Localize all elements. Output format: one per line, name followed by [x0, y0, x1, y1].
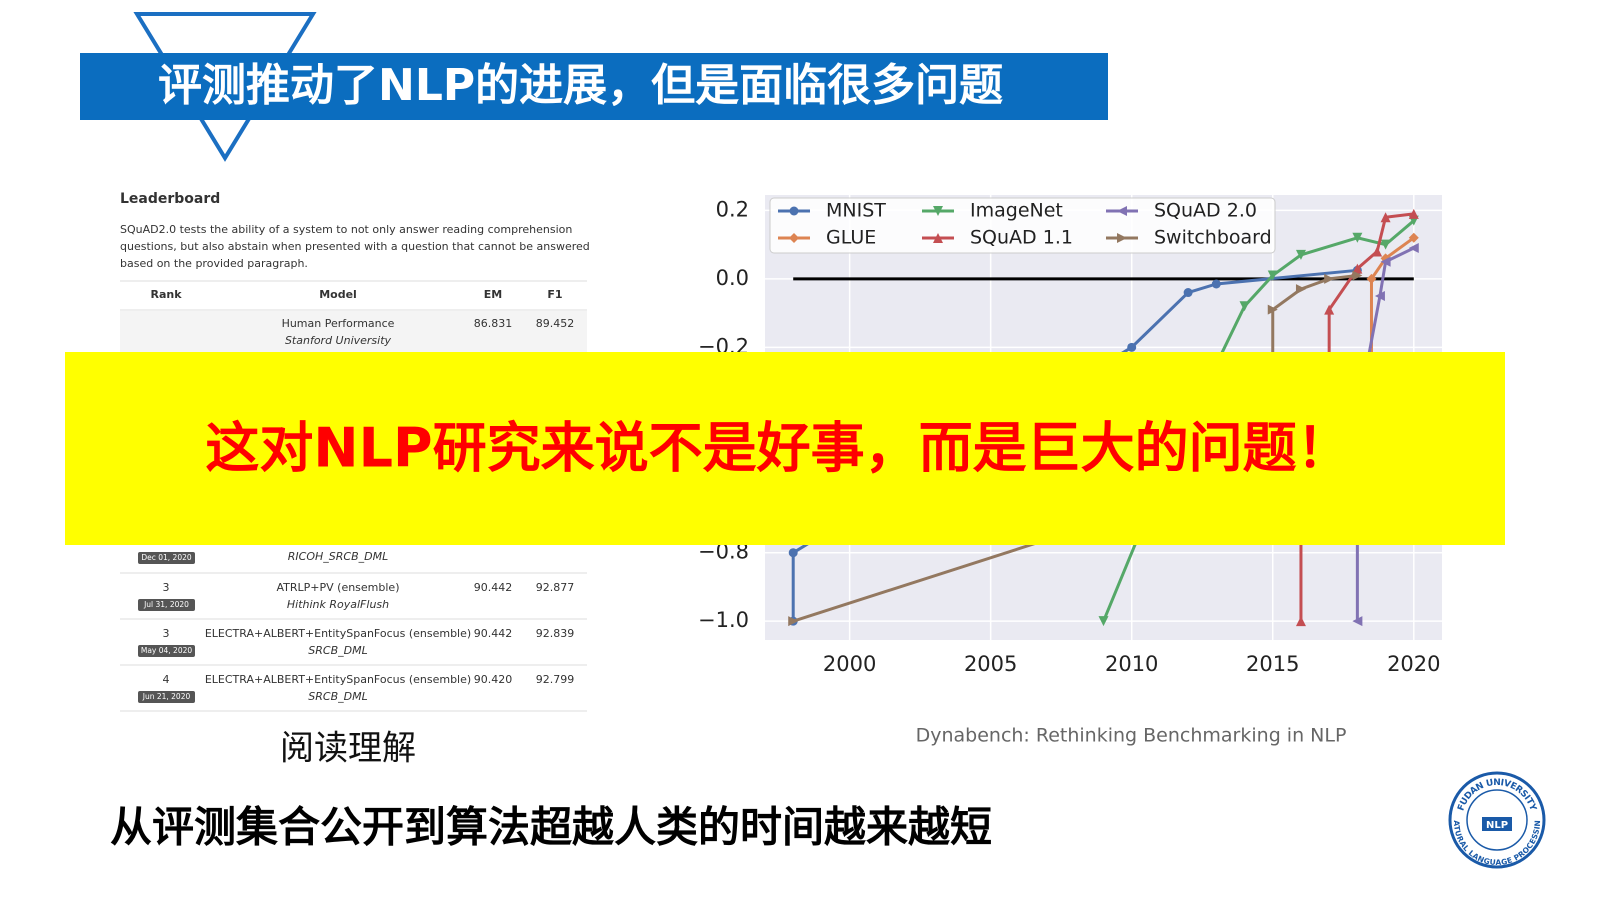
legend-label: SQuAD 2.0 [1154, 200, 1257, 222]
date-badge [138, 645, 195, 657]
lb-col-header: F1 [547, 288, 562, 301]
point [1239, 301, 1250, 312]
point [1408, 232, 1419, 243]
leaderboard: Leaderboard SQuAD2.0 tests the ability of… [120, 191, 590, 712]
source: Dynabench: Rethinking Benchmarking in NL… [916, 725, 1347, 747]
point [1211, 279, 1221, 289]
lb-em: 90.420 [474, 673, 513, 686]
legend-label: MNIST [826, 200, 886, 222]
point [1352, 270, 1363, 281]
legend-label: Switchboard [1154, 227, 1272, 249]
date-text: May 04, 2020 [141, 646, 193, 655]
date-text: Jun 21, 2020 [142, 692, 191, 701]
y-tick-label: 0.0 [716, 266, 749, 290]
point [1352, 263, 1363, 274]
lb-org: SRCB_DML [308, 690, 367, 703]
point [1295, 616, 1306, 627]
date-badge [138, 691, 195, 703]
series-line [791, 268, 1358, 622]
legend-marker [789, 233, 799, 243]
logo-ring [1448, 771, 1546, 869]
lb-model: ELECTRA+ALBERT+EntitySpanFocus (ensemble… [205, 673, 471, 686]
point [1380, 256, 1391, 267]
point [788, 548, 798, 558]
lb-model: ELECTRA+ALBERT+EntitySpanFocus (ensemble… [205, 627, 471, 640]
point [1352, 616, 1363, 627]
lb-em: 90.442 [474, 581, 513, 594]
lb-rank: 3 [163, 627, 170, 640]
x-tick-label: 2005 [964, 652, 1017, 676]
lb-org: Stanford University [285, 334, 392, 347]
x-tick-label: 2000 [823, 652, 876, 676]
point [788, 616, 799, 627]
legend-marker [1117, 233, 1127, 243]
lb-rank: 4 [163, 673, 170, 686]
lb-desc: questions, but also abstain when present… [120, 240, 590, 253]
lb-org: RICOH_SRCB_DML [288, 550, 388, 563]
point [1352, 232, 1363, 243]
lb-human-bg [120, 311, 587, 353]
lb-org: SRCB_DML [308, 644, 367, 657]
y-tick-label: 0.2 [716, 197, 749, 221]
y-tick-label: −1.0 [698, 608, 749, 632]
point [1374, 290, 1385, 301]
x-tick-label: 2020 [1387, 652, 1440, 676]
lb-org: Hithink RoyalFlush [287, 598, 389, 611]
logo-inner [1466, 789, 1528, 851]
point [1372, 246, 1383, 257]
point [1380, 212, 1391, 223]
point [1183, 288, 1193, 298]
point [1098, 616, 1109, 627]
legend-marker [933, 233, 943, 243]
lb-desc: based on the provided paragraph. [120, 257, 308, 270]
lb-col-header: Rank [150, 288, 182, 301]
banner [65, 352, 1505, 545]
legend-marker [789, 206, 799, 216]
point [1295, 249, 1306, 260]
legend-marker [933, 206, 943, 216]
logo-center: NLP [1486, 820, 1508, 831]
x-tick-label: 2015 [1246, 652, 1299, 676]
lb-model: Human Performance [282, 317, 395, 330]
legend-marker [1117, 206, 1127, 216]
legend-label: SQuAD 1.1 [970, 227, 1073, 249]
point [1267, 270, 1278, 281]
caption: 阅读理解 [280, 729, 416, 769]
point [1127, 342, 1137, 352]
legend-label: ImageNet [970, 200, 1063, 222]
header-bar [80, 53, 1108, 120]
logo-box [1482, 817, 1512, 831]
point [1324, 304, 1335, 315]
point [1324, 273, 1335, 284]
header-title: 评测推动了NLP的进展，但是面临很多问题 [158, 60, 1003, 111]
lb-f1: 92.799 [536, 673, 575, 686]
banner-text: 这对NLP研究来说不是好事，而是巨大的问题！ [205, 417, 1350, 480]
date-badge [138, 599, 195, 611]
point [1408, 243, 1419, 254]
lb-desc: SQuAD2.0 tests the ability of a system t… [120, 223, 572, 236]
lb-model: ATRLP+PV (ensemble) [276, 581, 399, 594]
lb-f1: 89.452 [536, 317, 575, 330]
legend-label: GLUE [826, 227, 876, 249]
legend-box [769, 197, 1276, 254]
lb-title: Leaderboard [120, 191, 220, 207]
lb-em: 90.442 [474, 627, 513, 640]
point [1295, 284, 1306, 295]
x-tick-label: 2010 [1105, 652, 1158, 676]
lb-f1: 92.839 [536, 627, 575, 640]
date-text: Dec 01, 2020 [141, 553, 192, 562]
point [1380, 239, 1391, 250]
lb-col-header: EM [484, 288, 502, 301]
footer-text: 从评测集合公开到算法超越人类的时间越来越短 [110, 803, 992, 852]
lb-f1: 92.877 [536, 581, 575, 594]
point [1366, 273, 1377, 284]
point [1267, 304, 1278, 315]
point [1408, 208, 1419, 219]
date-badge [138, 552, 195, 564]
lb-em: 86.831 [474, 317, 513, 330]
date-text: Jul 31, 2020 [143, 600, 189, 609]
lb-rank: 3 [163, 581, 170, 594]
lb-col-header: Model [319, 288, 357, 301]
